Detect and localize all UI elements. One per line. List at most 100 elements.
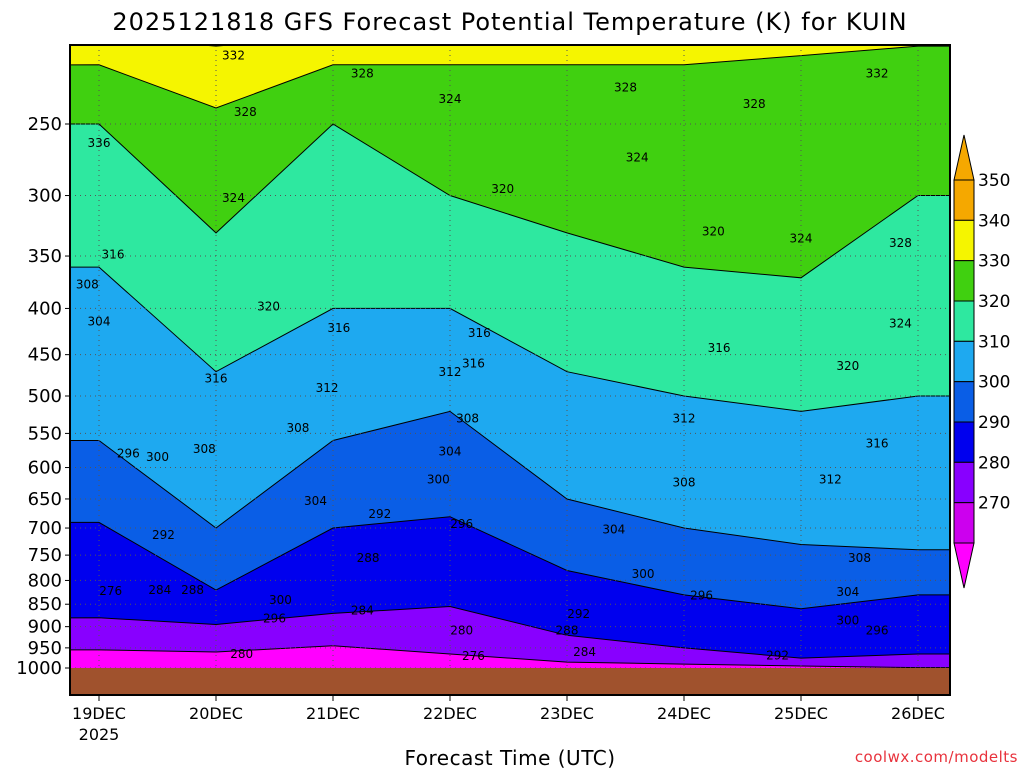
contour-label: 296	[263, 611, 286, 625]
contour-label: 276	[462, 649, 485, 663]
x-tick-label: 25DEC	[774, 704, 828, 723]
contour-label: 324	[222, 191, 245, 205]
y-tick-label: 850	[28, 594, 62, 615]
x-tick-label: 26DEC	[891, 704, 945, 723]
colorbar-label: 270	[978, 494, 1010, 514]
colorbar-segment	[953, 179, 975, 221]
y-tick-label: 500	[28, 386, 62, 407]
contour-label: 328	[234, 105, 257, 119]
colorbar-label: 350	[978, 171, 1010, 191]
contour-label: 292	[368, 507, 391, 521]
colorbar-min-arrow	[953, 542, 975, 589]
contour-label: 292	[567, 607, 590, 621]
contour-label: 292	[152, 528, 175, 542]
colorbar-label: 340	[978, 211, 1010, 231]
contour-label: 316	[205, 371, 228, 385]
y-tick-label: 800	[28, 570, 62, 591]
colorbar-segment	[953, 461, 975, 504]
contour-label: 312	[819, 473, 842, 487]
colorbar-segment	[953, 421, 975, 463]
x-axis-label: Forecast Time (UTC)	[404, 746, 615, 768]
x-tick-label: 21DEC	[306, 704, 360, 723]
contour-label: 300	[269, 593, 292, 607]
contour-label: 284	[573, 645, 596, 659]
isentrope-band-330	[70, 45, 950, 279]
contour-label: 308	[286, 421, 309, 435]
contour-label: 280	[230, 647, 253, 661]
colorbar: 350 340 330 320 310 300 290 280 270	[953, 134, 1010, 589]
y-axis: 2503003504004505005506006507007508008509…	[16, 114, 70, 679]
x-tick-label: 24DEC	[657, 704, 711, 723]
contour-label: 304	[88, 315, 111, 329]
x-tick-label: 19DEC	[72, 704, 126, 723]
contour-label: 300	[146, 450, 169, 464]
contour-label: 332	[866, 66, 889, 80]
contour-label: 300	[632, 567, 655, 581]
contour-label: 328	[743, 97, 766, 111]
x-tick-label: 23DEC	[540, 704, 594, 723]
x-subtitle: 2025	[79, 725, 120, 744]
contour-label: 304	[439, 445, 462, 459]
x-tick-label: 20DEC	[189, 704, 243, 723]
y-tick-label: 550	[28, 423, 62, 444]
colorbar-label: 330	[978, 252, 1010, 272]
contour-label: 292	[766, 648, 789, 662]
contour-label: 296	[117, 447, 140, 461]
colorbar-label: 290	[978, 413, 1010, 433]
contour-label: 320	[836, 359, 859, 373]
contour-label: 320	[491, 182, 514, 196]
y-tick-label: 450	[28, 345, 62, 366]
colorbar-segment	[953, 260, 975, 302]
y-tick-label: 900	[28, 617, 62, 638]
contour-label: 324	[790, 231, 813, 245]
x-tick-label: 22DEC	[423, 704, 477, 723]
contour-label: 308	[673, 476, 696, 490]
contour-label: 312	[439, 365, 462, 379]
contour-label: 316	[468, 326, 491, 340]
y-tick-label: 300	[28, 186, 62, 207]
contour-label: 304	[836, 585, 859, 599]
plot-frame	[69, 44, 951, 696]
colorbar-segment	[953, 340, 975, 383]
y-tick-label: 250	[28, 114, 62, 135]
contour-label: 308	[76, 277, 99, 291]
y-tick-label: 750	[28, 545, 62, 566]
contour-label: 312	[316, 381, 339, 395]
chart-title: 2025121818 GFS Forecast Potential Temper…	[112, 8, 907, 36]
contour-label: 288	[556, 623, 579, 637]
contour-labels: 332 328 324 328 328 332 336 328 324 324 320 320 324 3…	[76, 48, 912, 663]
y-tick-label: 600	[28, 458, 62, 479]
contour-label: 308	[456, 412, 479, 426]
contour-label: 316	[462, 357, 485, 371]
ground-surface	[70, 668, 950, 695]
contour-label: 288	[357, 551, 380, 565]
colorbar-segment	[953, 381, 975, 423]
y-tick-label: 1000	[16, 658, 62, 679]
contour-label: 296	[690, 589, 713, 603]
contour-label: 320	[257, 299, 280, 313]
colorbar-segment	[953, 219, 975, 262]
contour-label: 316	[708, 341, 731, 355]
colorbar-label: 320	[978, 292, 1010, 312]
contour-label: 280	[450, 623, 473, 637]
y-tick-label: 650	[28, 489, 62, 510]
contour-label: 324	[626, 150, 649, 164]
contour-label: 320	[702, 224, 725, 238]
colorbar-segment	[953, 502, 975, 544]
contour-label: 332	[222, 48, 245, 62]
contour-label: 316	[866, 436, 889, 450]
contour-label: 328	[889, 236, 912, 250]
colorbar-label: 280	[978, 453, 1010, 473]
contour-label: 316	[102, 247, 125, 261]
contour-label: 324	[889, 317, 912, 331]
contour-label: 312	[673, 412, 696, 426]
contour-label: 296	[450, 517, 473, 531]
contour-label: 300	[836, 614, 859, 628]
y-tick-label: 700	[28, 518, 62, 539]
contour-label: 328	[614, 80, 637, 94]
contour-label: 336	[88, 136, 111, 150]
y-tick-label: 350	[28, 246, 62, 267]
isentrope-fills	[70, 45, 950, 695]
contour-label: 304	[304, 494, 327, 508]
